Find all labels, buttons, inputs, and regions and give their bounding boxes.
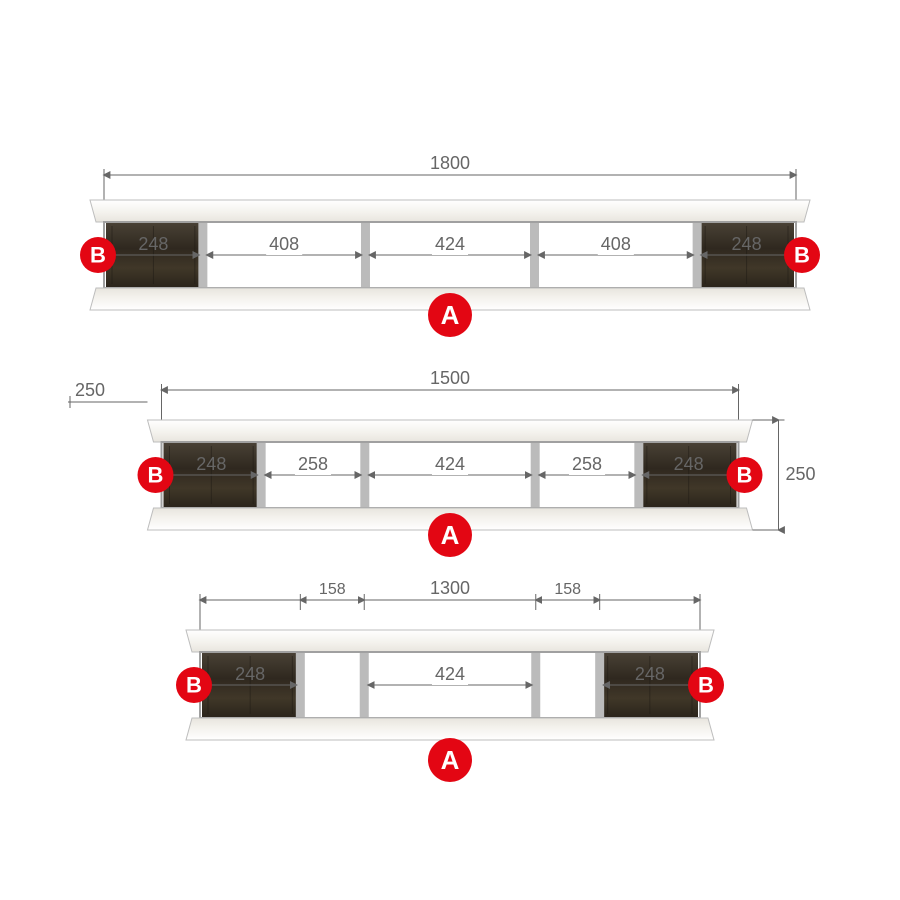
bottom-plank xyxy=(186,718,714,740)
svg-text:248: 248 xyxy=(732,234,762,254)
svg-text:408: 408 xyxy=(269,234,299,254)
svg-text:424: 424 xyxy=(435,234,465,254)
top-plank xyxy=(186,630,714,652)
variant-1800: 1800 248 408 424 408 248 B B A xyxy=(80,153,820,337)
svg-text:B: B xyxy=(148,463,164,488)
svg-text:250: 250 xyxy=(75,380,105,400)
svg-text:B: B xyxy=(90,243,106,268)
badge-a: A xyxy=(428,738,472,782)
svg-text:B: B xyxy=(698,673,714,698)
svg-text:424: 424 xyxy=(435,454,465,474)
svg-text:258: 258 xyxy=(298,454,328,474)
badge-b-left: B xyxy=(176,667,212,703)
svg-text:1500: 1500 xyxy=(430,368,470,388)
badge-b-right: B xyxy=(688,667,724,703)
compartment-open xyxy=(536,652,600,718)
svg-text:158: 158 xyxy=(554,581,581,598)
svg-text:158: 158 xyxy=(319,581,346,598)
badge-b-right: B xyxy=(727,457,763,493)
svg-text:250: 250 xyxy=(785,464,815,484)
badge-a: A xyxy=(428,513,472,557)
svg-text:A: A xyxy=(441,520,460,550)
svg-text:A: A xyxy=(441,745,460,775)
badge-b-left: B xyxy=(138,457,174,493)
badge-b-left: B xyxy=(80,237,116,273)
top-plank xyxy=(148,420,753,442)
svg-text:1300: 1300 xyxy=(430,578,470,598)
badge-b-right: B xyxy=(784,237,820,273)
svg-text:258: 258 xyxy=(572,454,602,474)
top-plank xyxy=(90,200,810,222)
svg-text:A: A xyxy=(441,300,460,330)
badge-a: A xyxy=(428,293,472,337)
svg-text:248: 248 xyxy=(196,454,226,474)
svg-text:424: 424 xyxy=(435,664,465,684)
svg-text:248: 248 xyxy=(674,454,704,474)
svg-text:B: B xyxy=(186,673,202,698)
svg-text:B: B xyxy=(794,243,810,268)
compartment-open xyxy=(300,652,364,718)
variant-1300: 1300 248 158 424 158 248 B B A xyxy=(176,578,724,782)
variant-1500: 1500 248 258 424 258 248 250 250 B B A xyxy=(68,368,816,557)
svg-text:248: 248 xyxy=(235,664,265,684)
svg-text:248: 248 xyxy=(138,234,168,254)
svg-text:248: 248 xyxy=(635,664,665,684)
svg-text:B: B xyxy=(737,463,753,488)
svg-text:408: 408 xyxy=(601,234,631,254)
svg-text:1800: 1800 xyxy=(430,153,470,173)
